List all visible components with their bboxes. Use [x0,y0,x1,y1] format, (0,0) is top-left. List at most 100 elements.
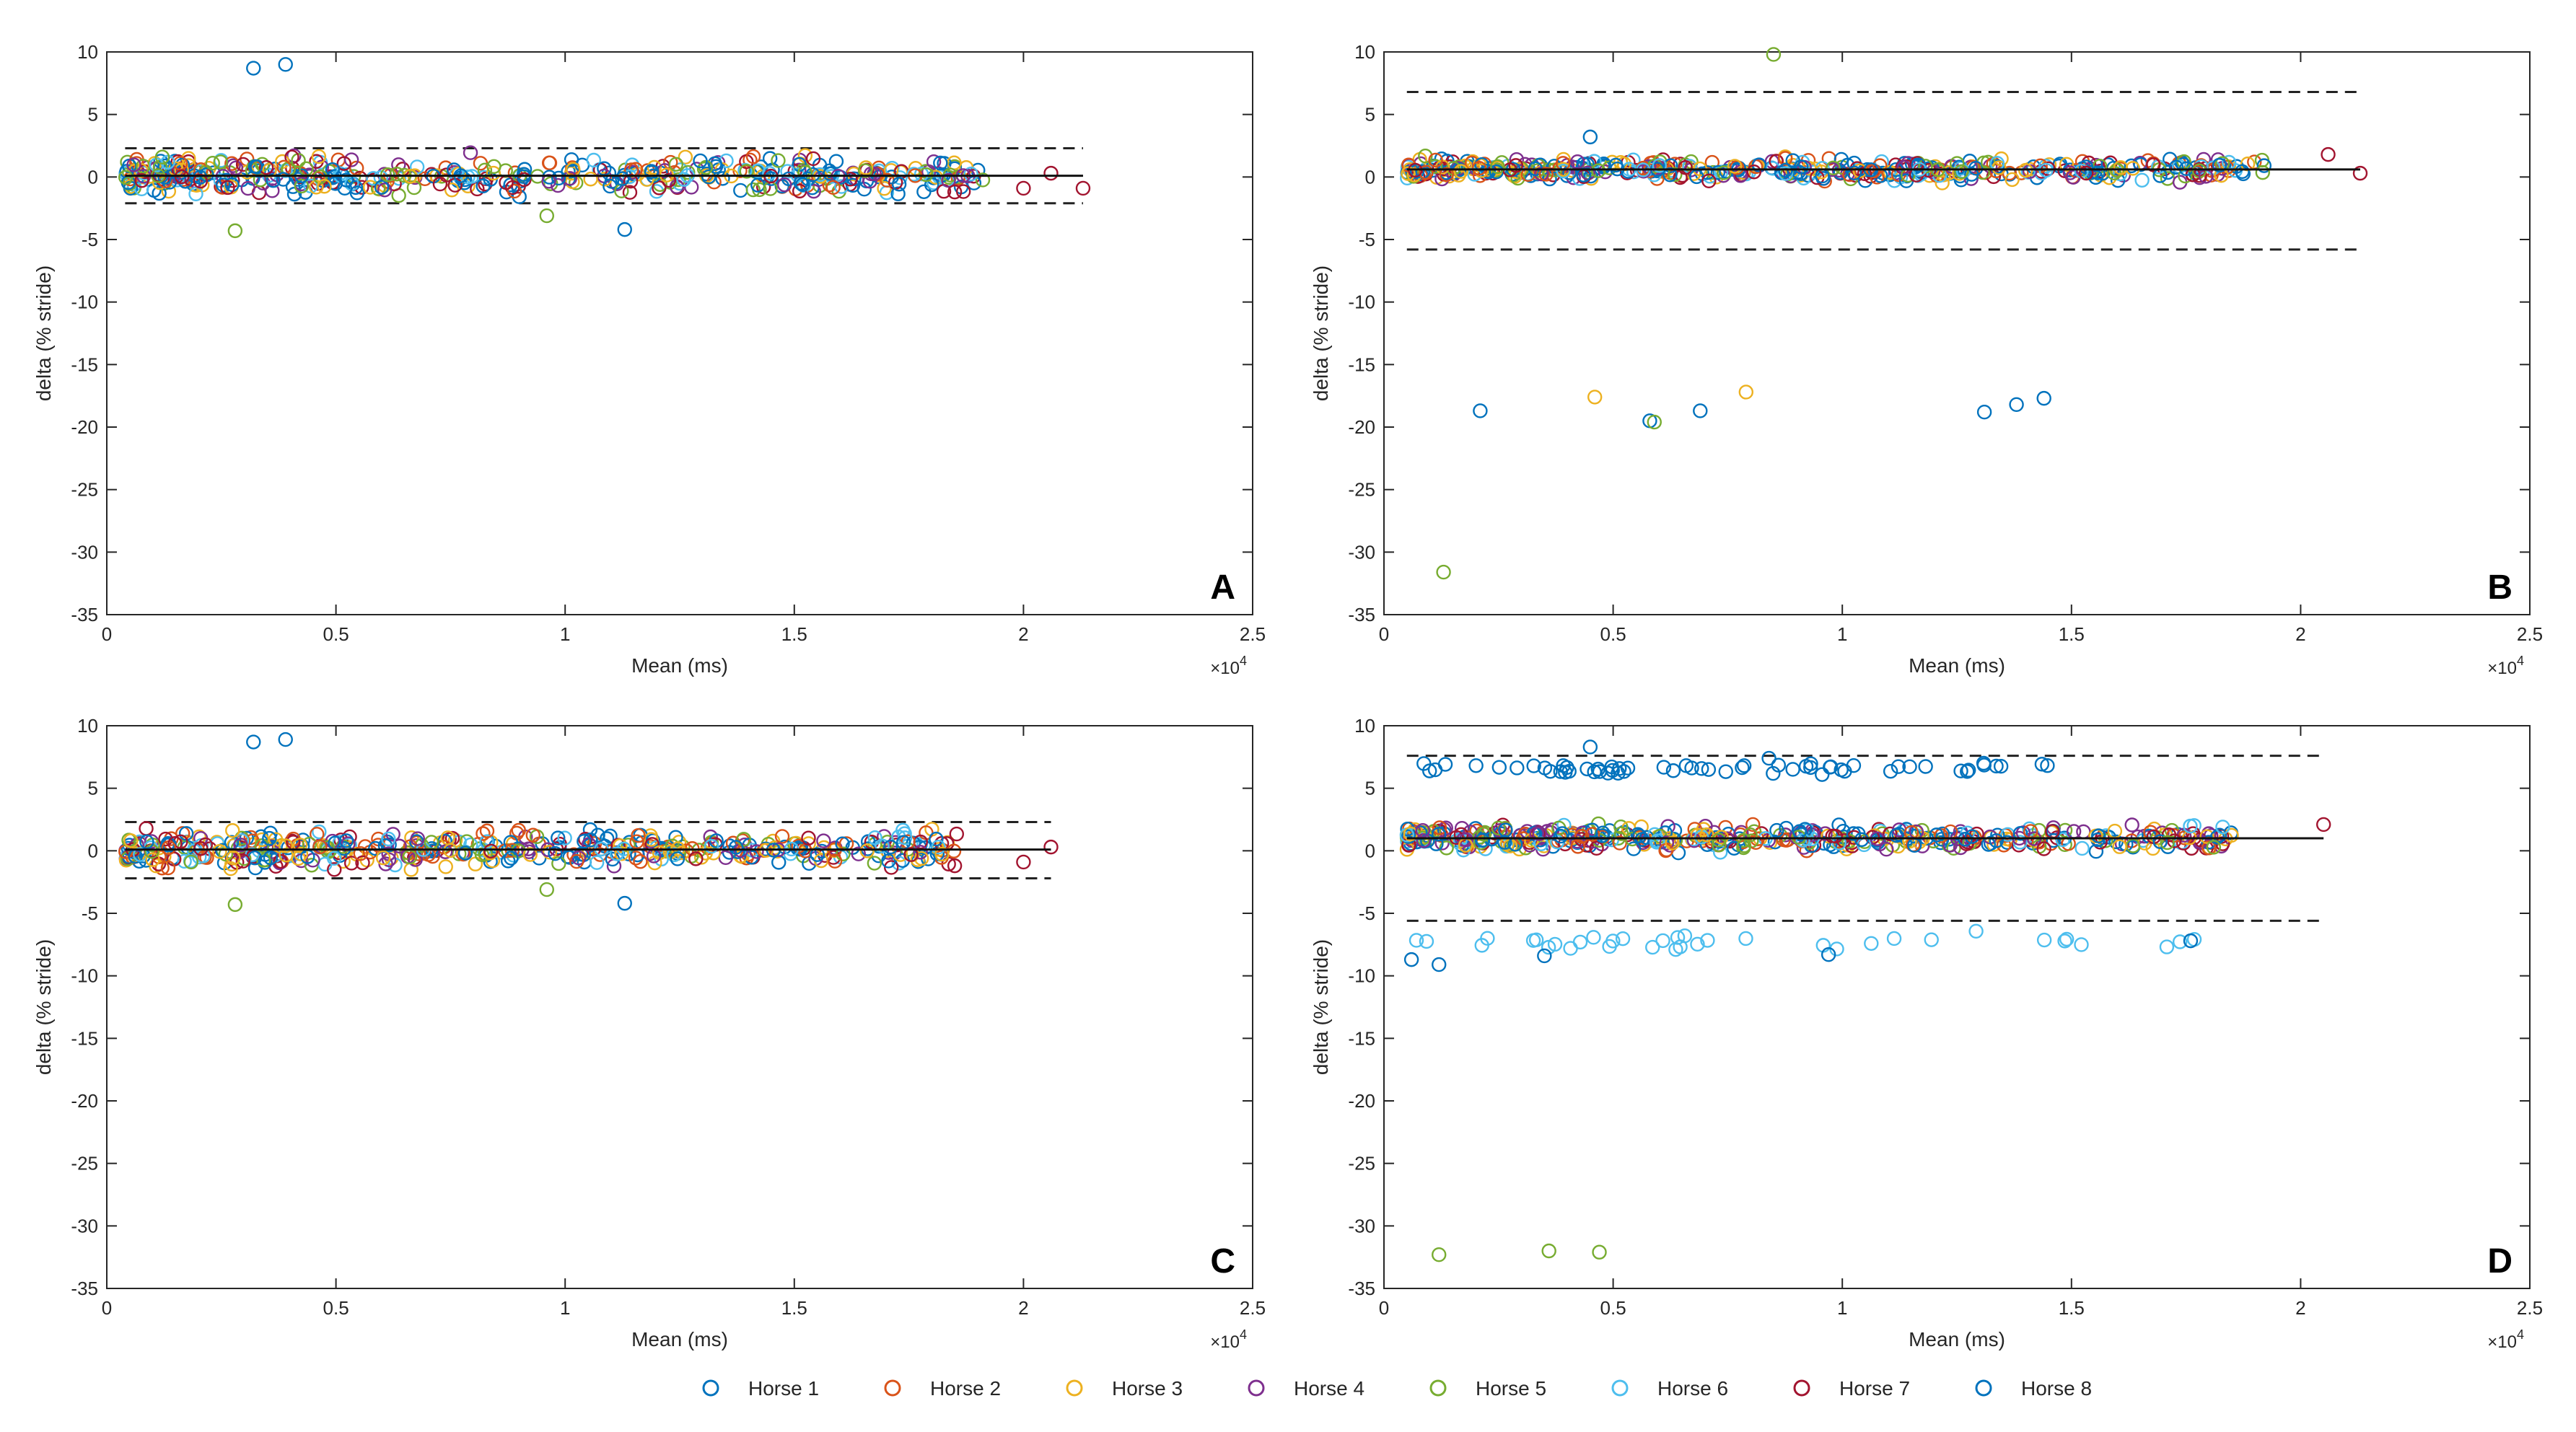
data-point [1883,826,1898,842]
data-point [1831,835,1847,851]
data-point [933,155,948,171]
x-tick-label: 1.5 [2059,1297,2085,1319]
data-point [857,163,873,178]
y-tick-label: 0 [88,840,98,861]
data-point [2201,840,2217,856]
data-point [639,172,654,187]
data-point [224,156,240,171]
data-point [1480,931,1495,946]
data-point [2210,152,2226,167]
plot-area [106,51,1253,615]
data-point [2059,157,2075,172]
data-point [1690,936,1705,952]
data-point [1458,832,1473,848]
legend-item: Horse 4 [1248,1377,1364,1400]
data-point [2057,934,2072,949]
x-tick-label: 0.5 [1600,623,1626,645]
data-point [550,177,566,193]
data-point [2160,835,2175,851]
data-point [317,179,332,194]
x-tick-label: 1.5 [2059,623,2085,645]
x-tick-label: 1.5 [781,1297,807,1319]
data-point [175,826,190,841]
data-point [1670,845,1686,861]
data-point [622,185,638,200]
data-point [349,160,364,176]
data-point [1474,833,1490,848]
y-tick-label: 5 [1365,104,1375,126]
legend-label: Horse 2 [930,1377,1001,1400]
data-point [1613,826,1629,841]
data-point [926,154,942,170]
data-point [1422,763,1437,778]
data-point [614,846,629,861]
data-point [805,151,821,167]
outlier-point [617,895,632,911]
x-tick-label: 2 [1018,1297,1028,1319]
data-point [867,856,882,871]
data-point [355,855,370,871]
x-tick-label: 2.5 [2517,623,2543,645]
data-point [551,830,566,845]
data-point [1934,828,1949,843]
data-point [771,153,786,168]
data-point [1570,154,1585,170]
legend-label: Horse 3 [1112,1377,1183,1400]
x-tick-label: 1.5 [781,623,807,645]
data-point [668,830,683,845]
data-point [1886,931,1902,946]
scatter-points [1400,47,2368,580]
data-point [2066,824,2082,839]
data-point [468,856,483,871]
data-point [688,851,704,866]
data-point [1924,932,1939,947]
outlier-point [1436,564,1451,580]
y-tick-label: -25 [71,1153,98,1174]
data-point [827,853,843,869]
data-point [1778,151,1793,166]
data-point [349,185,365,201]
data-point [213,154,228,170]
data-point [548,845,563,861]
panel-letter: D [2487,1242,2513,1281]
data-point [212,844,227,859]
data-point [525,827,541,843]
legend-item: Horse 7 [1793,1377,1910,1400]
data-point [1418,149,1433,164]
legend-item: Horse 8 [1975,1377,2092,1400]
data-point [134,173,149,188]
data-point [278,838,294,853]
legend-item: Horse 3 [1066,1377,1183,1400]
data-point [1902,834,1917,849]
legend-item: Horse 1 [702,1377,819,1400]
data-point [1678,160,1693,175]
data-point [1656,760,1672,775]
y-tick-label: 5 [1365,778,1375,799]
legend-label: Horse 1 [748,1377,819,1400]
y-tick-label: -25 [1348,479,1375,501]
data-point [486,159,501,175]
data-point [254,832,270,848]
data-point [551,856,566,871]
data-point [715,171,730,186]
data-point [1717,165,1732,180]
y-axis-label: delta (% stride) [32,265,55,401]
data-point [2046,833,2061,848]
data-point [736,832,751,847]
data-point [368,840,383,856]
data-point [1453,164,1468,179]
y-tick-label: -20 [1348,1090,1375,1112]
data-point [884,860,899,875]
data-point [463,145,478,160]
y-tick-label: -10 [71,291,98,313]
data-point [1745,817,1761,833]
legend-marker [1793,1379,1810,1397]
legend-label: Horse 5 [1476,1377,1546,1400]
data-point [183,854,199,870]
data-point [1556,163,1571,179]
data-point [589,855,605,870]
data-point [1864,936,1879,951]
data-point [728,840,744,855]
data-point [1587,764,1602,780]
data-point [875,838,890,853]
